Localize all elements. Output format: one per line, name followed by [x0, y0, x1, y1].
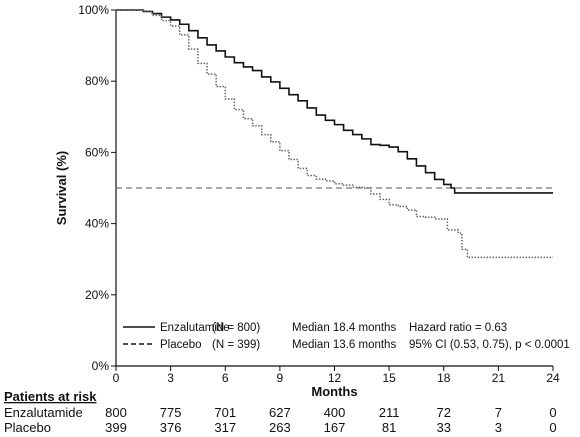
risk-value: 701 [214, 405, 236, 420]
legend: Enzalutamide(N = 800) Median 18.4 months H… [123, 322, 570, 351]
series-line-placebo [116, 9, 553, 259]
risk-value: 263 [269, 420, 291, 435]
legend-median: Median 13.6 months [292, 339, 396, 351]
legend-stat: Hazard ratio = 0.63 [409, 322, 507, 334]
risk-value: 72 [437, 405, 451, 420]
y-tick-label: 60% [85, 145, 109, 159]
y-tick-label: 100% [78, 3, 109, 17]
x-tick-label: 21 [492, 371, 506, 385]
y-tick-label: 20% [85, 288, 109, 302]
y-tick-label: 0% [92, 359, 110, 373]
series-group [116, 9, 553, 259]
risk-value: 399 [105, 420, 127, 435]
risk-value: 400 [324, 405, 346, 420]
risk-value: 211 [379, 405, 400, 420]
y-tick-label: 80% [85, 74, 109, 88]
risk-value: 7 [495, 405, 502, 420]
x-tick-label: 3 [167, 371, 174, 385]
risk-row-label: Placebo [4, 420, 51, 435]
risk-value: 3 [495, 420, 502, 435]
x-tick-label: 18 [437, 371, 451, 385]
legend-n: (N = 399) [212, 339, 260, 351]
legend-label: Enzalutamide [160, 322, 230, 334]
risk-table-header: Patients at risk [4, 389, 97, 404]
risk-value: 33 [437, 420, 451, 435]
x-tick-label: 9 [277, 371, 284, 385]
legend-median: Median 18.4 months [292, 322, 396, 334]
legend-stat: 95% CI (0.53, 0.75), p < 0.0001 [409, 339, 570, 351]
risk-value: 376 [160, 420, 182, 435]
series-line-enzalutamide [116, 9, 553, 194]
risk-row-label: Enzalutamide [4, 405, 83, 420]
risk-value: 317 [214, 420, 236, 435]
x-tick-label: 0 [113, 371, 120, 385]
risk-value: 0 [549, 405, 556, 420]
x-tick-label: 15 [382, 371, 396, 385]
x-tick-label: 12 [328, 371, 342, 385]
legend-n: (N = 800) [212, 322, 260, 334]
legend-label: Placebo [160, 339, 202, 351]
x-axis-title: Months [311, 384, 357, 399]
y-axis-title: Survival (%) [54, 151, 69, 225]
risk-value: 167 [324, 420, 346, 435]
axes: 0% 20% 40% 60% 80% 100% 0 3 6 9 12 15 18 21 24 Months Su… [54, 3, 560, 399]
x-tick-label: 6 [222, 371, 229, 385]
risk-value: 81 [382, 420, 396, 435]
risk-value: 0 [549, 420, 556, 435]
y-tick-label: 40% [85, 217, 109, 231]
risk-value: 627 [269, 405, 291, 420]
risk-value: 800 [105, 405, 127, 420]
risk-value: 775 [160, 405, 182, 420]
x-tick-label: 24 [546, 371, 560, 385]
